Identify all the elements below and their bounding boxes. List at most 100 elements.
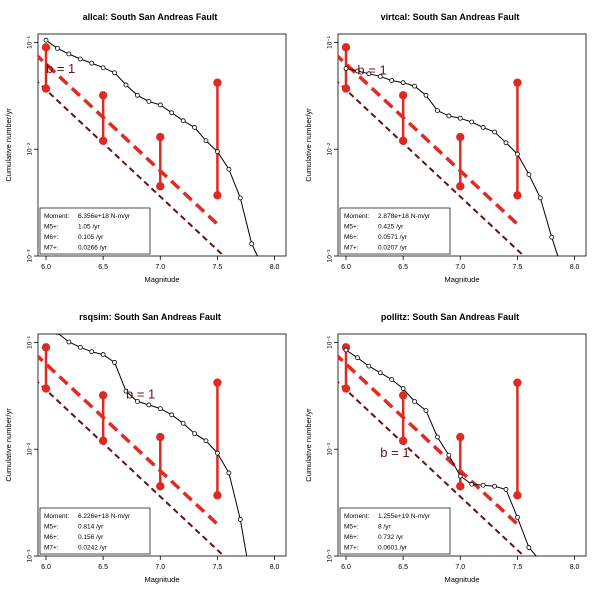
bound-upper-point: [98, 391, 108, 400]
model-curve-point: [180, 420, 186, 426]
bound-lower-point: [513, 191, 522, 200]
chart-panel-3: rsqsim: South San Andreas Fault 6.0 6.5 7.0…: [4, 312, 287, 584]
model-curve-point: [146, 402, 152, 408]
model-curve-point: [146, 99, 152, 104]
b-value-label: b = 1: [126, 386, 155, 401]
y-tick-label: 10⁻³: [327, 249, 334, 263]
stats-moment-label: Moment:: [344, 513, 369, 520]
y-tick-label: 10⁻²: [327, 442, 334, 456]
model-curve-point: [515, 514, 520, 520]
y-tick-label: 10⁻³: [27, 549, 34, 563]
bound-upper-point: [213, 78, 222, 87]
stats-m6-label: M6+:: [44, 234, 59, 241]
stats-moment-value: 6.226e+18 N-m/yr: [78, 513, 131, 520]
stats-m7-value: 0.0207 /yr: [378, 245, 408, 252]
x-tick-label: 6.0: [41, 564, 51, 571]
stats-m6-value: 0.732 /yr: [378, 534, 404, 541]
model-curve-point: [503, 140, 509, 146]
model-curve-point: [100, 352, 106, 357]
b-value-label: b = 1: [380, 445, 409, 460]
model-curve-point: [446, 452, 452, 458]
x-axis-label: Magnitude: [444, 275, 479, 284]
stats-moment-label: Moment:: [44, 513, 69, 520]
model-curve-point: [66, 339, 72, 345]
stats-m7-value: 0.0242 /yr: [78, 545, 108, 552]
stats-m7-label: M7+:: [344, 245, 359, 252]
model-curve-point: [169, 412, 175, 418]
y-axis-label: Cumulative number/yr: [304, 408, 313, 482]
stats-m5-label: M5+:: [344, 524, 359, 531]
stats-m5-label: M5+:: [44, 524, 59, 531]
x-tick-label: 7.5: [213, 264, 223, 271]
model-curve-point: [446, 113, 452, 119]
stats-m5-value: 0.425 /yr: [378, 224, 404, 231]
model-curve-point: [526, 172, 532, 177]
model-curve-point: [538, 559, 542, 563]
y-tick-label: 10⁻¹: [27, 335, 34, 349]
model-curve-point: [503, 487, 509, 492]
model-curve-point: [480, 125, 486, 130]
model-curve-point: [180, 118, 186, 124]
stats-m5-value: 0.814 /yr: [78, 524, 104, 531]
model-curve-point: [435, 434, 440, 440]
y-tick-label: 10⁻²: [327, 142, 334, 156]
stats-moment-value: 6.356e+18 N-m/yr: [78, 213, 131, 220]
stats-moment-label: Moment:: [44, 213, 69, 220]
stats-box: [39, 207, 151, 255]
bound-upper-point: [456, 432, 465, 442]
model-curve-point: [112, 70, 117, 76]
x-tick-label: 7.5: [213, 564, 223, 571]
model-curve-point: [157, 102, 163, 108]
bound-upper-point: [456, 132, 465, 142]
plot-frame: [337, 333, 587, 557]
model-curve-point: [366, 71, 372, 77]
chart-panel-4: pollitz: South San Andreas Fault 6.0 6.5 7.…: [304, 312, 587, 584]
bound-upper-point: [41, 43, 51, 52]
y-tick-label: 10⁻³: [327, 549, 334, 563]
stats-moment-value: 1.255e+19 N-m/yr: [378, 513, 431, 520]
model-curve-point: [389, 377, 395, 382]
model-curve-point: [400, 386, 406, 391]
y-axis-label: Cumulative number/yr: [4, 408, 13, 482]
model-curve-point: [89, 349, 95, 355]
chart-title: virtcal: South San Andreas Fault: [381, 12, 520, 22]
model-curve-point: [492, 129, 497, 135]
x-axis-label: Magnitude: [144, 275, 179, 284]
model-curve-point: [412, 399, 417, 404]
model-curve-point: [377, 74, 383, 79]
model-curve-point: [43, 37, 49, 43]
model-curve-point: [237, 195, 243, 201]
bound-lower-point: [398, 436, 408, 445]
x-axis-label: Magnitude: [144, 575, 179, 584]
stats-m6-value: 0.105 /yr: [78, 234, 104, 241]
stats-m7-label: M7+:: [44, 545, 59, 552]
x-tick-label: 6.5: [398, 264, 408, 271]
stats-m6-label: M6+:: [44, 534, 59, 541]
model-curve-point: [423, 92, 429, 98]
b-value-label: b = 1: [357, 63, 386, 78]
model-curve-point: [492, 483, 497, 489]
model-curve-point: [549, 234, 555, 240]
bound-lower-point: [341, 84, 351, 93]
model-curve-point: [343, 66, 349, 71]
x-axis-label: Magnitude: [444, 575, 479, 584]
bound-lower-point: [213, 491, 222, 500]
model-curve-point: [249, 241, 255, 247]
model-curve-point: [377, 370, 383, 376]
y-tick-label: 10⁻³: [27, 249, 34, 263]
bound-lower-point: [156, 482, 165, 491]
b1-reference-line: [38, 380, 226, 556]
b1-target-line: [38, 354, 221, 528]
bound-lower-point: [98, 136, 108, 145]
x-tick-label: 6.5: [98, 264, 108, 271]
model-curve-point: [135, 399, 140, 404]
stats-m7-value: 0.0266 /yr: [78, 245, 108, 252]
bound-lower-point: [213, 191, 222, 200]
model-curve-point: [537, 195, 543, 201]
b1-target-line: [338, 54, 521, 228]
bound-upper-point: [341, 43, 351, 52]
stats-m7-label: M7+:: [344, 545, 359, 552]
model-curve-point: [203, 138, 209, 144]
stats-m7-value: 0.0601 /yr: [378, 545, 408, 552]
